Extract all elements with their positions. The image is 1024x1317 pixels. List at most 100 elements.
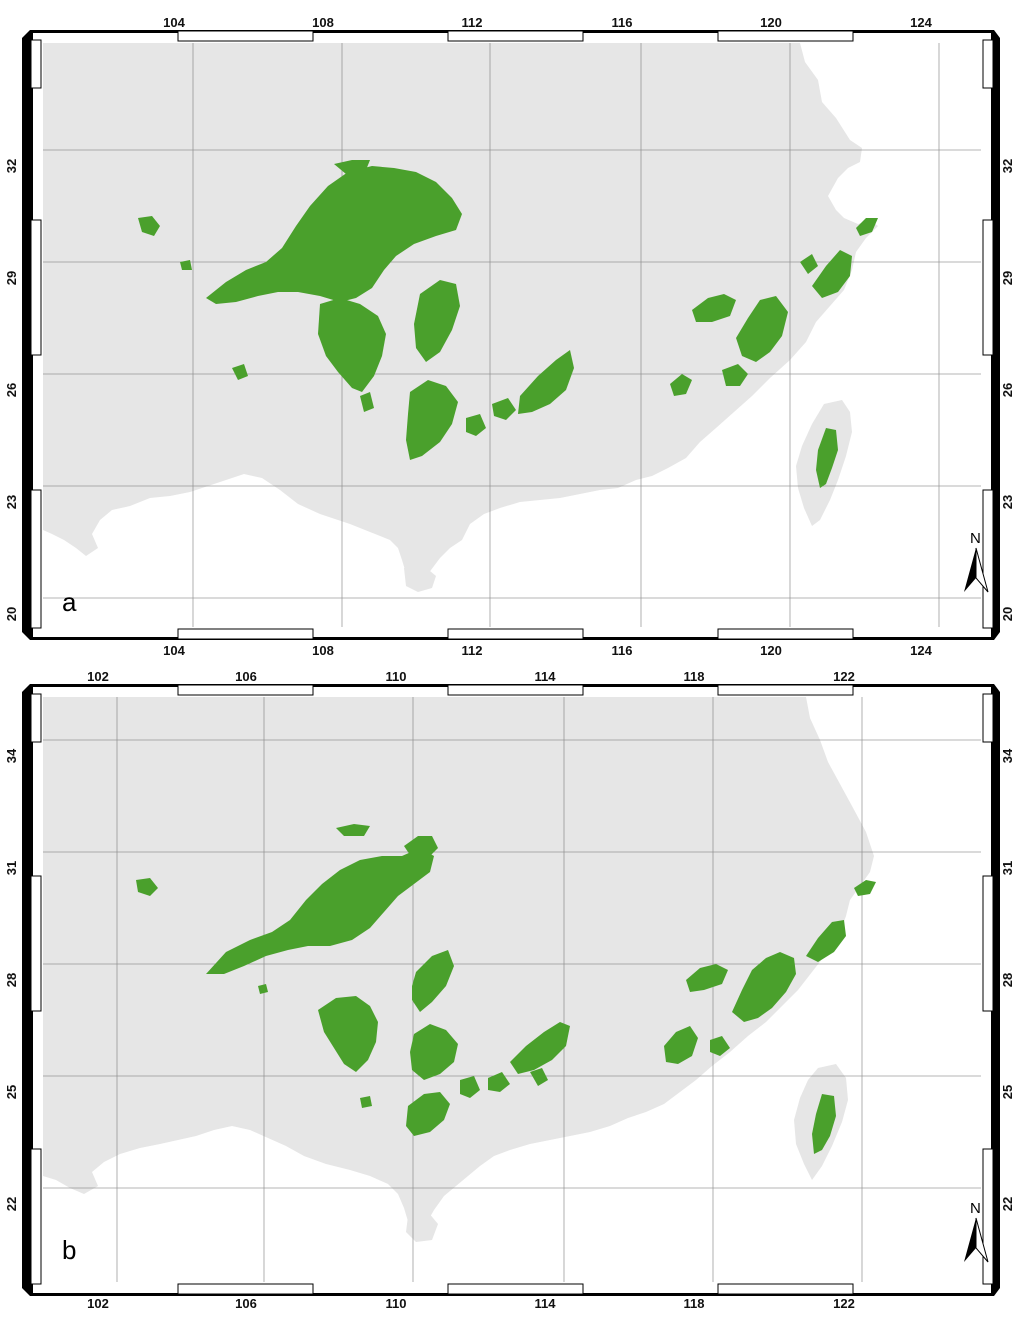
veg-sichuan-basin-a <box>206 166 462 304</box>
lon-ticks-top-a: 104 108 112 116 120 124 <box>163 15 932 30</box>
lon-tick-label: 118 <box>684 669 705 684</box>
veg-cluster-3-b <box>854 880 876 896</box>
veg-cluster-3-a <box>722 364 748 386</box>
lon-tick-label: 122 <box>833 669 855 684</box>
veg-cluster-1-a <box>430 306 450 332</box>
veg-north-b <box>404 836 438 858</box>
lon-tick-label: 122 <box>833 1296 855 1311</box>
veg-cluster-7-b <box>360 1096 372 1108</box>
lon-tick-label: 120 <box>760 643 782 658</box>
lon-tick-label: 108 <box>312 643 334 658</box>
lat-tick-label: 23 <box>1000 495 1015 509</box>
lat-tick-label: 20 <box>4 607 19 621</box>
veg-chongqing-a <box>318 298 386 392</box>
veg-guangxi-b <box>406 1092 450 1136</box>
north-arrow-label: N <box>970 530 981 547</box>
veg-north-fujian-a <box>692 294 736 322</box>
lon-tick-label: 110 <box>386 1296 407 1311</box>
lat-tick-label: 32 <box>1000 159 1015 173</box>
lon-tick-label: 106 <box>235 669 257 684</box>
lat-tick-label: 28 <box>1000 973 1015 987</box>
lon-tick-label: 102 <box>87 669 109 684</box>
lat-tick-label: 25 <box>4 1085 19 1099</box>
lon-tick-label: 116 <box>612 643 633 658</box>
map-svg-b: 102 106 110 114 118 122 102 106 110 114 … <box>4 669 1015 1311</box>
veg-chongqing-b <box>318 996 378 1072</box>
veg-cluster-6-b <box>530 1068 548 1086</box>
vegetation-b <box>136 824 876 1154</box>
lon-tick-label: 124 <box>910 15 932 30</box>
lat-ticks-left-a: 32 29 26 23 20 <box>4 159 19 621</box>
veg-taiwan-b <box>812 1094 836 1154</box>
lon-ticks-bottom-b: 102 106 110 114 118 122 <box>87 1296 855 1311</box>
lon-tick-label: 112 <box>462 643 483 658</box>
hainan-island-b <box>406 1212 438 1242</box>
lat-tick-label: 29 <box>4 271 19 285</box>
lat-ticks-right-b: 34 31 28 25 22 <box>1000 748 1015 1211</box>
north-arrow-label: N <box>970 1200 981 1217</box>
veg-cluster-6-a <box>856 218 878 236</box>
hainan-island-a <box>404 566 436 592</box>
veg-hunan-b <box>412 950 454 1012</box>
veg-zhejiang-a <box>812 250 852 298</box>
veg-cluster-7-a <box>800 254 818 274</box>
lat-tick-label: 31 <box>4 861 19 875</box>
graticule-a <box>43 43 981 627</box>
lon-tick-label: 112 <box>462 15 483 30</box>
veg-cluster-4-b <box>258 984 268 994</box>
veg-hunan2-b <box>410 1024 458 1080</box>
lon-ticks-top-b: 102 106 110 114 118 122 <box>87 669 855 684</box>
veg-west-a <box>138 216 160 236</box>
veg-jiangxi-b <box>510 1022 570 1074</box>
lon-tick-label: 110 <box>386 669 407 684</box>
north-arrow-icon: N <box>964 1200 989 1263</box>
lat-tick-label: 31 <box>1000 861 1015 875</box>
lon-tick-label: 102 <box>87 1296 109 1311</box>
veg-jiangxi-a <box>518 350 574 414</box>
lat-tick-label: 34 <box>1000 748 1015 763</box>
lon-tick-label: 108 <box>312 15 334 30</box>
lon-ticks-bottom-a: 104 108 112 116 120 124 <box>163 643 932 658</box>
veg-gansu-a <box>334 160 370 174</box>
veg-cluster-5-a <box>466 414 486 436</box>
lat-tick-label: 20 <box>1000 607 1015 621</box>
map-area-b <box>43 697 981 1282</box>
map-panel-a: 104 108 112 116 120 124 104 108 112 116 … <box>4 15 1015 658</box>
lat-tick-label: 26 <box>1000 383 1015 397</box>
lon-tick-label: 116 <box>612 15 633 30</box>
veg-sichuan-basin-b <box>206 848 434 974</box>
veg-cluster-2-b <box>460 1076 480 1098</box>
lon-tick-label: 104 <box>163 643 185 658</box>
lat-tick-label: 23 <box>4 495 19 509</box>
map-area-a <box>43 43 981 627</box>
land-mass-b <box>43 697 874 1236</box>
lon-tick-label: 106 <box>235 1296 257 1311</box>
lat-tick-label: 28 <box>4 973 19 987</box>
veg-cluster-8-a <box>232 364 248 380</box>
panel-label-b: b <box>62 1235 76 1265</box>
veg-south-fujian-b <box>664 1026 698 1064</box>
panel-label-a: a <box>62 587 77 617</box>
veg-west-b <box>136 878 158 896</box>
lat-tick-label: 34 <box>4 748 19 763</box>
veg-gansu-b <box>336 824 370 836</box>
veg-taiwan-a <box>816 428 838 488</box>
lat-tick-label: 22 <box>1000 1197 1015 1211</box>
veg-cluster-5-b <box>710 1036 730 1056</box>
veg-cluster-2-a <box>670 374 692 396</box>
veg-cluster-10-a <box>360 392 374 412</box>
veg-cluster-9-a <box>180 260 192 270</box>
lon-tick-label: 104 <box>163 15 185 30</box>
lat-tick-label: 26 <box>4 383 19 397</box>
veg-cluster-4-a <box>492 398 516 420</box>
veg-fujian-a <box>736 296 788 362</box>
vegetation-a <box>138 160 878 488</box>
north-arrow-icon: N <box>964 530 989 593</box>
lat-tick-label: 32 <box>4 159 19 173</box>
lat-tick-label: 22 <box>4 1197 19 1211</box>
lat-tick-label: 29 <box>1000 271 1015 285</box>
lat-ticks-right-a: 32 29 26 23 20 <box>1000 159 1015 621</box>
lon-tick-label: 114 <box>535 669 557 684</box>
veg-cluster-1-b <box>488 1072 510 1092</box>
lon-tick-label: 124 <box>910 643 932 658</box>
